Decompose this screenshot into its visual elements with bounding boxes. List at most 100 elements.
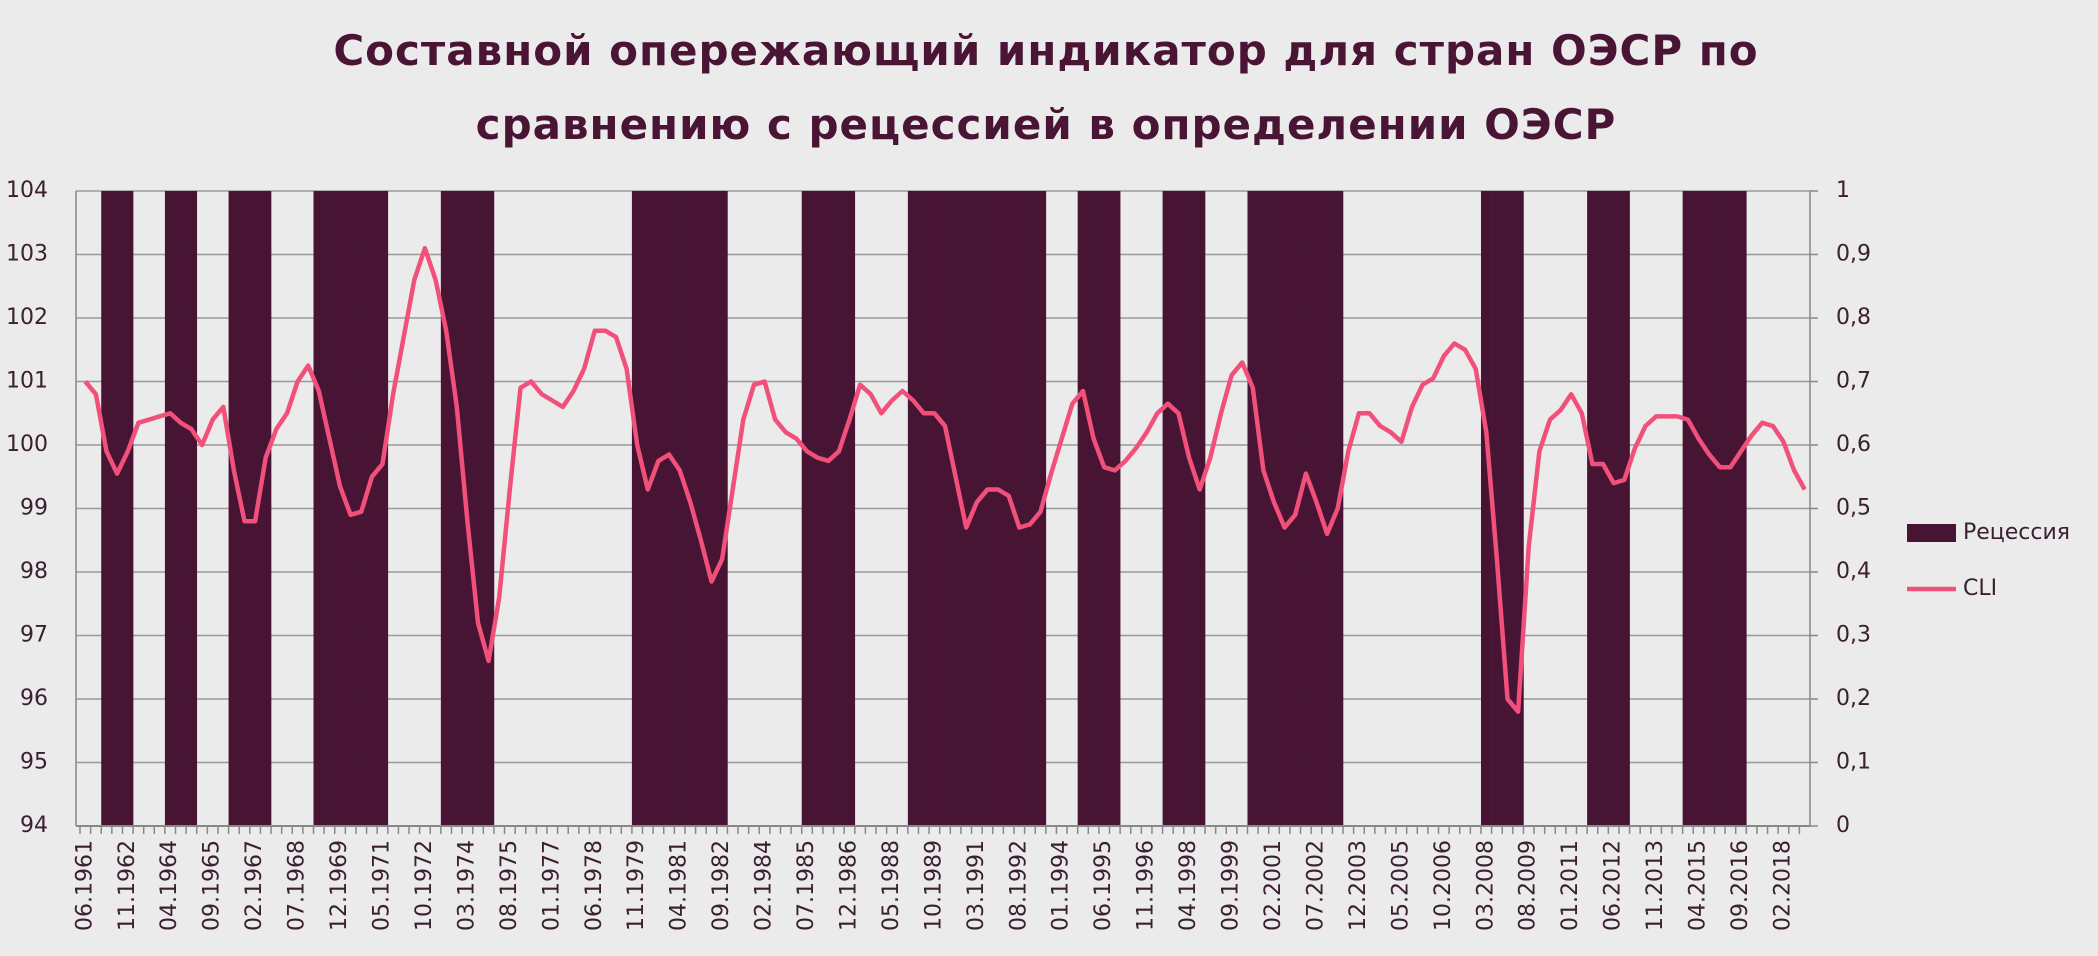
x-tick-label: 04.1964 xyxy=(157,840,182,931)
recession-bar xyxy=(1300,191,1312,826)
recession-bar xyxy=(631,191,643,826)
recession-bar xyxy=(706,191,718,826)
recession-bar xyxy=(1024,191,1036,826)
y-tick-label: 97 xyxy=(20,623,48,648)
x-tick-label: 03.1974 xyxy=(454,840,479,931)
chart-title: Составной опережающий индикатор для стра… xyxy=(333,26,1759,149)
y2-tick-label: 1 xyxy=(1836,178,1850,203)
recession-bar xyxy=(1693,191,1705,826)
recession-bar xyxy=(324,191,336,826)
recession-bar xyxy=(175,191,187,826)
recession-bar xyxy=(1480,191,1492,826)
recession-bar xyxy=(939,191,951,826)
recession-bar xyxy=(1258,191,1270,826)
x-tick-label: 08.1975 xyxy=(497,840,522,931)
x-tick-label: 11.2013 xyxy=(1643,840,1668,931)
recession-bar xyxy=(653,191,665,826)
y-tick-label: 101 xyxy=(6,369,48,394)
x-tick-label: 05.1971 xyxy=(369,840,394,931)
x-tick-label: 10.2006 xyxy=(1431,840,1456,931)
x-tick-label: 09.1982 xyxy=(709,840,734,931)
recession-bar xyxy=(642,191,654,826)
recession-bar xyxy=(1268,191,1280,826)
recession-bar xyxy=(1183,191,1195,826)
recession-bar xyxy=(164,191,176,826)
recession-bar xyxy=(992,191,1004,826)
recession-bar xyxy=(472,191,484,826)
x-tick-label: 12.1986 xyxy=(836,840,861,931)
recession-bar xyxy=(1725,191,1737,826)
recession-bar xyxy=(1003,191,1015,826)
recession-bar xyxy=(334,191,346,826)
x-tick-label: 02.2001 xyxy=(1261,840,1286,931)
y-tick-label: 99 xyxy=(20,496,48,521)
x-tick-label: 02.1984 xyxy=(752,840,777,931)
legend-swatch xyxy=(1907,524,1956,542)
recession-bar xyxy=(801,191,813,826)
x-tick-label: 04.1981 xyxy=(667,840,692,931)
x-tick-label: 11.1962 xyxy=(115,840,140,931)
x-tick-label: 07.1968 xyxy=(285,840,310,931)
x-tick-label: 05.2005 xyxy=(1388,840,1413,931)
recession-bar xyxy=(812,191,824,826)
recession-bar xyxy=(1502,191,1514,826)
recession-bar xyxy=(1013,191,1025,826)
y-tick-label: 100 xyxy=(6,432,48,457)
recession-bar xyxy=(907,191,919,826)
recession-bar xyxy=(239,191,251,826)
x-tick-label: 07.2002 xyxy=(1303,840,1328,931)
x-tick-label: 09.1965 xyxy=(200,840,225,931)
recession-bar xyxy=(833,191,845,826)
x-tick-label: 01.2011 xyxy=(1558,840,1583,931)
recession-bar xyxy=(483,191,495,826)
recession-bar xyxy=(982,191,994,826)
y-tick-label: 103 xyxy=(6,242,48,267)
x-tick-label: 07.1985 xyxy=(794,840,819,931)
x-tick-label: 10.1989 xyxy=(921,840,946,931)
recession-bar xyxy=(1247,191,1259,826)
x-tick-label: 11.1996 xyxy=(1134,840,1159,931)
y-tick-label: 104 xyxy=(6,178,48,203)
y-tick-label: 102 xyxy=(6,305,48,330)
y2-tick-label: 0,8 xyxy=(1836,305,1871,330)
recession-bar xyxy=(929,191,940,826)
recession-bar xyxy=(1587,191,1599,826)
recession-bar xyxy=(1735,191,1747,826)
recession-bar xyxy=(1088,191,1100,826)
recession-bar xyxy=(1608,191,1620,826)
recession-bar xyxy=(695,191,707,826)
recession-bar xyxy=(716,191,728,826)
y2-tick-label: 0,4 xyxy=(1836,559,1871,584)
recession-bar xyxy=(844,191,856,826)
recession-bar xyxy=(186,191,198,826)
recession-bar xyxy=(260,191,272,826)
y2-tick-label: 0,2 xyxy=(1836,686,1871,711)
x-tick-label: 06.1961 xyxy=(72,840,97,931)
y2-tick-label: 0,3 xyxy=(1836,623,1871,648)
recession-bar xyxy=(1279,191,1291,826)
recession-bar xyxy=(674,191,686,826)
x-tick-label: 01.1994 xyxy=(1049,840,1074,931)
recession-bar xyxy=(1194,191,1206,826)
recession-bar xyxy=(366,191,378,826)
recession-bar xyxy=(1077,191,1089,826)
recession-bar xyxy=(1321,191,1333,826)
recession-bar xyxy=(822,191,834,826)
recession-bar xyxy=(1173,191,1185,826)
recession-bar xyxy=(1714,191,1726,826)
x-tick-label: 08.2009 xyxy=(1516,840,1541,931)
y2-tick-label: 0,6 xyxy=(1836,432,1871,457)
x-tick-label: 02.2018 xyxy=(1770,840,1795,931)
recession-bar xyxy=(950,191,962,826)
recession-bar xyxy=(440,191,452,826)
recession-bar xyxy=(971,191,983,826)
x-tick-label: 06.2012 xyxy=(1601,840,1626,931)
recession-bar xyxy=(345,191,357,826)
y2-tick-label: 0 xyxy=(1836,813,1850,838)
legend-label: CLI xyxy=(1963,576,1997,601)
x-tick-label: 09.1999 xyxy=(1219,840,1244,931)
x-tick-label: 04.2015 xyxy=(1686,840,1711,931)
x-tick-label: 01.1977 xyxy=(539,840,564,931)
